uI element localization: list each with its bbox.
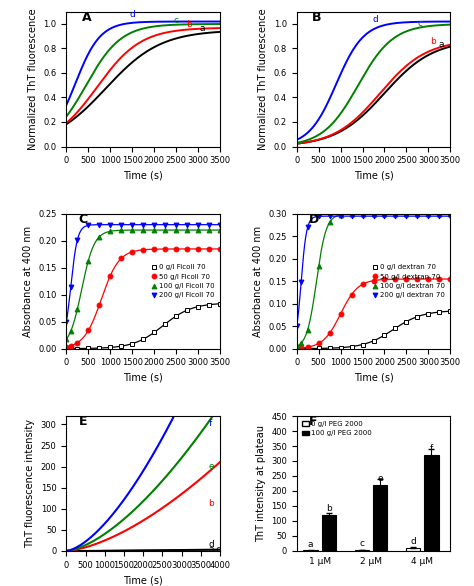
Text: B: B — [312, 11, 321, 24]
Text: d: d — [410, 537, 416, 546]
Text: d: d — [209, 540, 214, 550]
Text: b: b — [186, 21, 192, 29]
Text: e: e — [209, 462, 214, 471]
Text: f: f — [430, 444, 433, 454]
Text: 1 μM: 1 μM — [309, 557, 331, 566]
Legend: 0 g/l PEG 2000, 100 g/l PEG 2000: 0 g/l PEG 2000, 100 g/l PEG 2000 — [300, 420, 373, 438]
Y-axis label: Normalized ThT fluorescence: Normalized ThT fluorescence — [258, 8, 268, 150]
Legend: 0 g/l Ficoll 70, 50 g/l Ficoll 70, 100 g/l Ficoll 70, 200 g/l Ficoll 70: 0 g/l Ficoll 70, 50 g/l Ficoll 70, 100 g… — [149, 263, 217, 300]
Bar — [406, 548, 420, 551]
Text: f: f — [209, 419, 212, 428]
Text: e: e — [377, 474, 383, 483]
X-axis label: Time (s): Time (s) — [354, 171, 393, 180]
Text: a,c: a,c — [209, 545, 222, 554]
Text: a: a — [439, 40, 444, 49]
Text: b: b — [326, 505, 332, 513]
Y-axis label: ThT fluorescence intensity: ThT fluorescence intensity — [25, 419, 35, 548]
Text: D: D — [309, 213, 319, 226]
Text: a: a — [308, 540, 313, 548]
Text: b: b — [209, 499, 214, 507]
Text: c: c — [417, 19, 422, 28]
Text: F: F — [309, 415, 318, 428]
Y-axis label: Absorbance at 400 nm: Absorbance at 400 nm — [253, 226, 263, 337]
Text: c: c — [173, 16, 179, 25]
Text: d: d — [373, 15, 379, 25]
Text: E: E — [79, 415, 87, 428]
Text: 4 μM: 4 μM — [411, 557, 433, 566]
Y-axis label: Normalized ThT fluorescence: Normalized ThT fluorescence — [28, 8, 38, 150]
Text: a: a — [200, 25, 205, 33]
Y-axis label: Absorbance at 400 nm: Absorbance at 400 nm — [23, 226, 33, 337]
Bar — [303, 550, 318, 551]
Text: c: c — [359, 539, 364, 548]
X-axis label: Time (s): Time (s) — [123, 575, 163, 585]
X-axis label: Time (s): Time (s) — [354, 373, 393, 383]
Legend: 0 g/l dextran 70, 50 g/l dextran 70, 100 g/l dextran 70, 200 g/l dextran 70: 0 g/l dextran 70, 50 g/l dextran 70, 100… — [370, 263, 447, 300]
Text: b: b — [430, 37, 436, 46]
Bar — [355, 550, 369, 551]
Text: 2 μM: 2 μM — [360, 557, 382, 566]
X-axis label: Time (s): Time (s) — [123, 373, 163, 383]
Text: A: A — [82, 11, 91, 24]
Bar — [424, 455, 438, 551]
Bar — [322, 515, 336, 551]
Y-axis label: ThT intensity at plateau: ThT intensity at plateau — [255, 425, 265, 542]
Bar — [373, 485, 387, 551]
Text: C: C — [79, 213, 88, 226]
Text: d: d — [129, 10, 135, 19]
X-axis label: Time (s): Time (s) — [123, 171, 163, 180]
